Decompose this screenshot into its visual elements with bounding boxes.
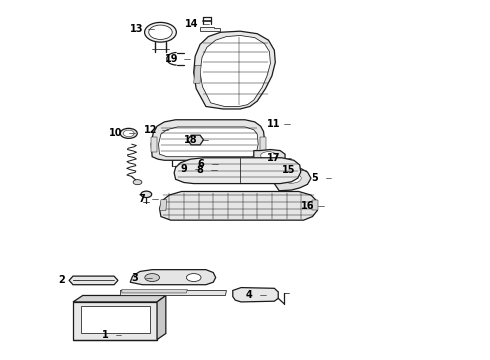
Ellipse shape [186, 274, 201, 282]
Polygon shape [313, 200, 318, 211]
Ellipse shape [123, 130, 134, 136]
Text: 1: 1 [102, 330, 109, 340]
Polygon shape [69, 276, 118, 285]
Polygon shape [174, 158, 301, 184]
Polygon shape [122, 289, 187, 293]
Polygon shape [254, 149, 285, 164]
Text: 18: 18 [183, 135, 197, 145]
Text: 13: 13 [130, 24, 143, 35]
Text: 9: 9 [180, 164, 187, 174]
Polygon shape [81, 306, 150, 333]
Ellipse shape [141, 191, 152, 198]
Polygon shape [233, 288, 278, 302]
Polygon shape [151, 137, 157, 152]
Text: 4: 4 [245, 291, 252, 301]
Polygon shape [194, 31, 275, 109]
Text: 8: 8 [196, 165, 203, 175]
Text: 16: 16 [301, 201, 314, 211]
Text: 15: 15 [282, 165, 296, 175]
Polygon shape [196, 160, 207, 167]
Text: 7: 7 [138, 194, 145, 204]
Polygon shape [130, 270, 216, 285]
Polygon shape [73, 296, 166, 302]
Text: 11: 11 [267, 120, 280, 129]
Ellipse shape [120, 129, 137, 138]
Polygon shape [200, 36, 270, 107]
Text: 19: 19 [165, 54, 178, 64]
Ellipse shape [133, 180, 142, 185]
Text: 5: 5 [312, 173, 318, 183]
Text: 17: 17 [267, 153, 280, 163]
Text: 6: 6 [197, 159, 204, 169]
Polygon shape [187, 135, 203, 145]
Ellipse shape [145, 22, 176, 42]
Text: 12: 12 [145, 125, 158, 135]
Polygon shape [194, 65, 201, 83]
Polygon shape [73, 302, 157, 339]
Polygon shape [121, 291, 226, 296]
Polygon shape [273, 166, 311, 191]
Ellipse shape [282, 173, 301, 183]
Text: 10: 10 [109, 129, 122, 138]
Polygon shape [159, 127, 258, 157]
Polygon shape [260, 137, 266, 152]
Ellipse shape [261, 152, 276, 159]
Text: 14: 14 [185, 19, 198, 29]
Polygon shape [159, 192, 318, 220]
Ellipse shape [149, 25, 172, 40]
Polygon shape [200, 27, 220, 31]
Polygon shape [151, 120, 265, 160]
Text: 2: 2 [58, 275, 65, 285]
Polygon shape [159, 200, 167, 211]
Polygon shape [202, 167, 212, 174]
Text: 3: 3 [132, 273, 139, 283]
Ellipse shape [145, 274, 159, 282]
Polygon shape [157, 296, 166, 339]
